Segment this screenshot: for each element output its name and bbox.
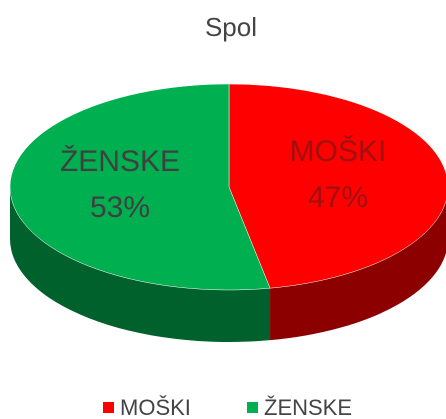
slice [228, 83, 446, 289]
legend-label: MOŠKI [120, 395, 191, 419]
slice-side [10, 187, 271, 342]
data-label-value: 53% [90, 191, 150, 224]
slice [9, 83, 271, 291]
legend-swatch [247, 402, 258, 413]
data-label-value: 47% [308, 181, 368, 214]
data-label-name: MOŠKI [290, 134, 387, 168]
legend-label: ŽENSKE [264, 395, 352, 419]
chart-title: Spol [205, 12, 257, 42]
legend-swatch [103, 402, 114, 413]
data-label-name: ŽENSKE [60, 145, 180, 178]
